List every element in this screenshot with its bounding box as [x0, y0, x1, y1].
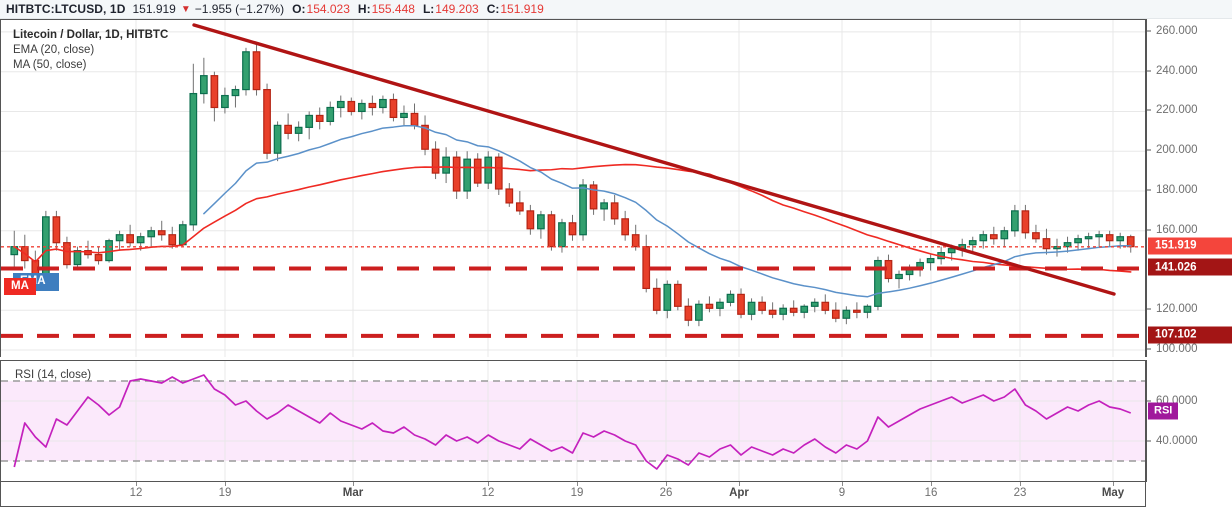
rsi-tick-mark [1147, 400, 1151, 402]
price-tick-label: 160.000 [1156, 223, 1198, 236]
time-tick-label: 9 [838, 487, 846, 499]
price-tick-mark [1147, 30, 1151, 32]
price-tick-label: 100.000 [1156, 343, 1198, 356]
rsi-tick-label: 40.0000 [1156, 435, 1198, 447]
time-tick-mark [931, 482, 932, 486]
down-arrow-icon: ▼ [180, 3, 191, 15]
time-tick-label: 19 [570, 487, 584, 499]
symbol-label[interactable]: HITBTC:LTCUSD, 1D [6, 2, 126, 16]
time-tick-label: 16 [924, 487, 938, 499]
time-tick-mark [353, 482, 354, 486]
price-change: −1.955 (−1.27%) [194, 2, 285, 16]
time-tick-label: 19 [218, 487, 232, 499]
ma-badge: MA [4, 278, 36, 295]
time-tick-label: 12 [481, 487, 495, 499]
rsi-tick-mark [1147, 440, 1151, 442]
last-price: 151.919 [132, 2, 176, 16]
time-tick-mark [577, 482, 578, 486]
price-tick-mark [1147, 189, 1151, 191]
open-value: 154.023 [306, 2, 350, 16]
price-tick-label: 120.000 [1156, 303, 1198, 316]
price-tick-label: 240.000 [1156, 64, 1198, 77]
rsi-plot [1, 361, 1145, 481]
price-tick-mark [1147, 149, 1151, 151]
price-pane[interactable]: Litecoin / Dollar, 1D, HITBTC EMA (20, c… [0, 19, 1146, 357]
price-tick-mark [1147, 70, 1151, 72]
time-tick-mark [225, 482, 226, 486]
last-price-badge[interactable]: 151.919 [1148, 237, 1232, 255]
close-value: 151.919 [500, 2, 544, 16]
time-tick-mark [842, 482, 843, 486]
time-tick-label: May [1101, 487, 1125, 499]
chart-frame: Litecoin / Dollar, 1D, HITBTC EMA (20, c… [0, 19, 1232, 507]
time-tick-mark [739, 482, 740, 486]
rsi-badge[interactable]: RSI [1148, 402, 1179, 420]
time-tick-label: Mar [342, 487, 364, 499]
price-tick-mark [1147, 109, 1151, 111]
level-price-badge[interactable]: 141.026 [1148, 258, 1232, 276]
price-tick-label: 220.000 [1156, 104, 1198, 117]
price-tick-label: 180.000 [1156, 183, 1198, 196]
high-value: 155.448 [371, 2, 415, 16]
time-tick-label: Apr [729, 487, 749, 499]
time-tick-mark [666, 482, 667, 486]
quote-bar: HITBTC:LTCUSD, 1D 151.919 ▼ −1.955 (−1.2… [0, 0, 1232, 19]
close-key: C: [486, 2, 500, 16]
low-key: L: [422, 2, 435, 16]
price-axis[interactable]: 260.000 240.000 220.000 200.000 180.000 160.0… [1146, 19, 1232, 357]
time-tick-mark [136, 482, 137, 486]
time-tick-mark [1020, 482, 1021, 486]
time-tick-mark [1113, 482, 1114, 486]
price-tick-mark [1147, 229, 1151, 231]
time-tick-label: 23 [1013, 487, 1027, 499]
rsi-pane[interactable]: RSI (14, close) [0, 360, 1146, 482]
time-tick-label: 26 [659, 487, 673, 499]
price-tick-mark [1147, 308, 1151, 310]
high-key: H: [357, 2, 371, 16]
low-value: 149.203 [435, 2, 479, 16]
time-axis[interactable]: 12 19 Mar 12 19 26 Apr 9 16 23 May [0, 482, 1146, 507]
time-tick-mark [488, 482, 489, 486]
price-tick-label: 260.000 [1156, 24, 1198, 37]
rsi-axis[interactable]: 60.0000 40.0000 RSI [1146, 360, 1232, 482]
price-plot [1, 20, 1145, 357]
open-key: O: [292, 2, 306, 16]
time-tick-label: 12 [129, 487, 143, 499]
level-price-badge[interactable]: 107.102 [1148, 326, 1232, 344]
price-tick-mark [1147, 348, 1151, 350]
rsi-legend: RSI (14, close) [15, 369, 92, 381]
price-tick-label: 200.000 [1156, 144, 1198, 157]
